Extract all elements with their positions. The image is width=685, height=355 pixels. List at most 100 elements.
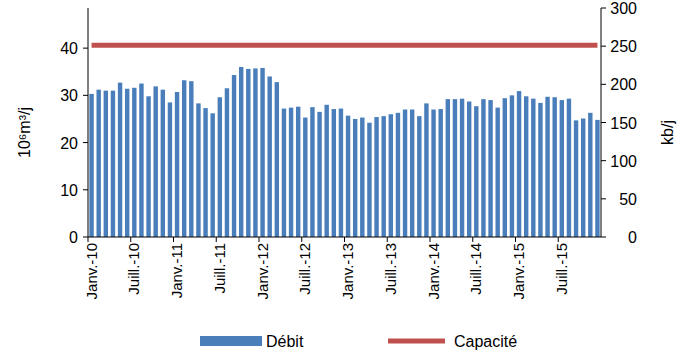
chart: 010203040050100150200250300Janv.-10Juill…	[0, 0, 685, 355]
legend: DébitCapacité	[200, 333, 517, 350]
bar	[161, 90, 165, 237]
bar	[538, 103, 542, 237]
x-tick	[472, 237, 473, 242]
y2-tick	[601, 84, 606, 85]
bar	[310, 107, 314, 237]
x-tick	[387, 237, 388, 242]
y2-tick-label: 0	[628, 229, 637, 246]
bar	[104, 91, 108, 237]
bar	[531, 99, 535, 237]
bar	[168, 102, 172, 237]
bar	[545, 97, 549, 237]
x-tick-label: Juill.-12	[296, 243, 313, 295]
bar	[396, 113, 400, 237]
bar	[417, 116, 421, 237]
bar	[467, 101, 471, 237]
bar	[510, 95, 514, 237]
bar	[353, 119, 357, 237]
bar	[89, 94, 93, 237]
y2-tick-label: 300	[610, 0, 637, 17]
bar	[453, 99, 457, 237]
x-tick	[259, 237, 260, 242]
y-tick-label: 40	[60, 40, 78, 57]
x-tick-label: Juill.-15	[553, 243, 570, 295]
bar	[410, 110, 414, 237]
bar	[275, 82, 279, 237]
y2-tick	[601, 122, 606, 123]
y2-tick-label: 100	[610, 153, 637, 170]
bar	[303, 118, 307, 237]
bar	[189, 81, 193, 237]
bar	[196, 103, 200, 237]
bar	[232, 75, 236, 237]
bar	[132, 88, 136, 237]
bar	[381, 116, 385, 237]
bar	[260, 68, 264, 237]
x-tick	[430, 237, 431, 242]
bar	[332, 109, 336, 237]
y2-tick-label: 50	[619, 191, 637, 208]
bar	[346, 116, 350, 237]
x-tick-label: Janv.-13	[339, 243, 356, 299]
bar	[367, 123, 371, 237]
bar	[146, 96, 150, 237]
x-tick-label: Juill.-11	[211, 243, 228, 294]
y2-tick	[601, 160, 606, 161]
line	[92, 43, 598, 48]
bar	[588, 113, 592, 237]
x-tick-label: Janv.-11	[168, 243, 185, 298]
bar	[175, 92, 179, 237]
y-axis-line	[88, 8, 89, 237]
x-tick-label: Janv.-15	[510, 243, 527, 299]
y-tick	[83, 237, 88, 238]
bar	[389, 114, 393, 237]
bar	[203, 108, 207, 237]
bar	[182, 80, 186, 237]
legend-label: Capacité	[454, 333, 517, 350]
bar	[246, 69, 250, 237]
bar	[481, 99, 485, 237]
y2-tick-label: 250	[610, 38, 637, 55]
bar	[225, 88, 229, 237]
bar	[438, 109, 442, 237]
bar	[253, 68, 257, 237]
x-tick	[558, 237, 559, 242]
y2-tick	[601, 198, 606, 199]
bar	[153, 86, 157, 237]
x-tick	[173, 237, 174, 242]
bar	[289, 108, 293, 237]
bar	[431, 110, 435, 237]
bar	[317, 112, 321, 237]
bar	[488, 100, 492, 237]
y2-tick	[601, 237, 606, 238]
bar	[239, 67, 243, 237]
bar	[296, 107, 300, 237]
bar	[111, 91, 115, 237]
y-tick-label: 20	[60, 135, 78, 152]
y-tick-label: 30	[60, 87, 78, 104]
y-axis-label: 10⁶m³/j	[16, 107, 33, 158]
legend-swatch	[200, 336, 262, 346]
x-tick	[301, 237, 302, 242]
bar	[552, 97, 556, 237]
x-tick-label: Juill.-14	[467, 243, 484, 295]
bar	[210, 113, 214, 237]
y-tick	[83, 95, 88, 96]
y-tick-label: 10	[60, 182, 78, 199]
bar	[218, 97, 222, 237]
bar	[560, 100, 564, 237]
bar	[460, 99, 464, 237]
bar	[96, 90, 100, 237]
bar	[403, 110, 407, 237]
y2-axis-label: kb/j	[659, 120, 676, 145]
y2-tick	[601, 8, 606, 9]
y-tick	[83, 142, 88, 143]
y-tick-label: 0	[69, 229, 78, 246]
bar	[517, 91, 521, 237]
bar	[324, 105, 328, 237]
x-tick-label: Janv.-12	[254, 243, 271, 299]
bar	[524, 96, 528, 237]
x-tick-label: Janv.-10	[83, 243, 100, 299]
bar	[339, 109, 343, 237]
bar	[595, 120, 599, 237]
